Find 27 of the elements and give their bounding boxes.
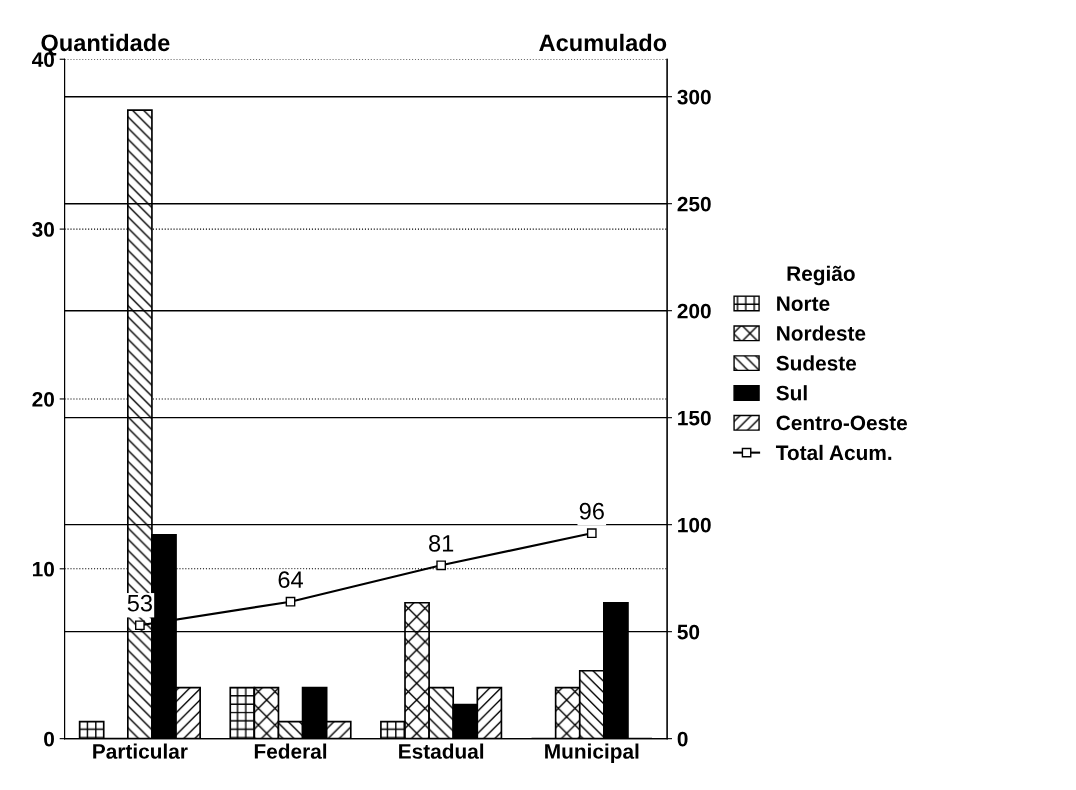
- legend-label: Norte: [777, 296, 830, 311]
- y2-tick-label: 150: [678, 410, 711, 426]
- y2-tick-label: 50: [677, 624, 700, 640]
- data-label: 96: [579, 502, 604, 520]
- y2-tick-label: 200: [677, 303, 711, 319]
- legend-label: Nordeste: [777, 325, 866, 341]
- y2-axis-title: Acumulado: [539, 33, 667, 52]
- data-label: 53: [127, 594, 152, 612]
- y2-tick-label: 250: [677, 196, 711, 212]
- x-tick-label: Federal: [254, 743, 327, 759]
- legend-label: Centro-Oeste: [776, 415, 907, 431]
- y-tick-label: 0: [44, 731, 54, 747]
- x-tick-label: Particular: [93, 743, 188, 759]
- legend-title: Região: [787, 265, 855, 286]
- data-label: 64: [278, 571, 303, 589]
- legend-label: Sudeste: [776, 355, 857, 371]
- legend-label: Total Acum.: [775, 444, 892, 461]
- x-tick-label: Estadual: [399, 743, 484, 759]
- legend-label: Sul: [776, 385, 807, 401]
- x-tick-label: Municipal: [545, 743, 639, 763]
- data-label: 81: [429, 534, 454, 552]
- y2-tick-label: 100: [678, 517, 711, 533]
- y2-tick-label: 300: [677, 89, 711, 105]
- y-tick-label: 30: [32, 222, 54, 237]
- y-tick-label: 20: [32, 391, 54, 407]
- y-tick-label: 10: [32, 561, 54, 577]
- y2-tick-label: 0: [677, 731, 688, 747]
